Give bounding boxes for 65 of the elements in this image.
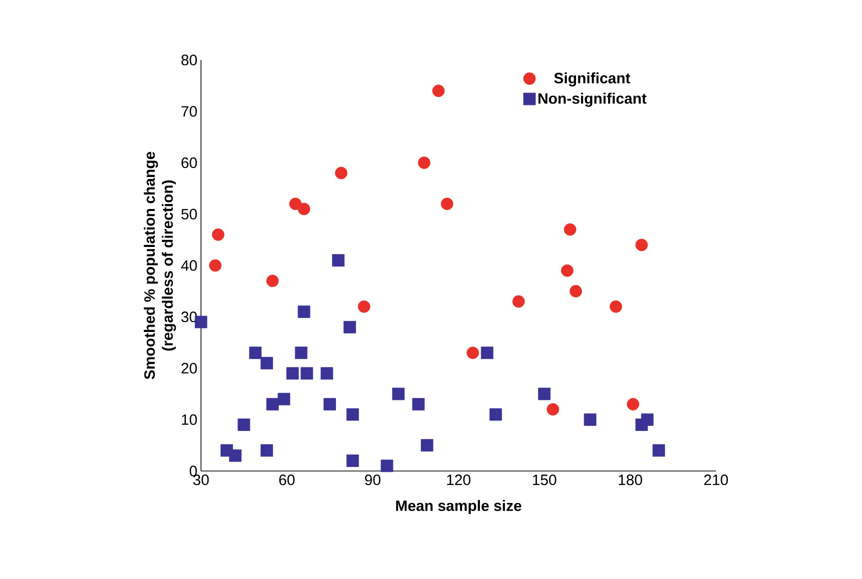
legend-label: Non-significant [538, 92, 646, 107]
point [346, 408, 359, 421]
point [260, 356, 274, 370]
point [570, 284, 582, 298]
y-tick-label: 70 [182, 106, 197, 117]
y-tick-label: 80 [181, 54, 197, 66]
x-tick-label: 150 [532, 474, 556, 486]
point [229, 449, 242, 462]
point [652, 444, 665, 457]
point [332, 254, 345, 267]
point [238, 418, 250, 431]
legend-label: Significant [554, 72, 630, 86]
point [564, 223, 576, 236]
point [298, 202, 310, 216]
point [286, 367, 299, 380]
point [432, 84, 445, 98]
point [300, 367, 314, 380]
point [266, 398, 279, 410]
point [212, 228, 224, 241]
y-tick-label: 10 [182, 414, 197, 425]
point [324, 398, 336, 410]
point [420, 439, 434, 452]
y-axis-title: Smoothed % population change (regardless of direction) [144, 152, 176, 380]
y-tick-label: 20 [182, 362, 197, 374]
point [380, 460, 394, 472]
point [278, 392, 290, 406]
x-tick-label: 60 [279, 474, 295, 486]
point [635, 238, 648, 252]
point [335, 166, 348, 180]
point [641, 413, 654, 426]
point [289, 198, 302, 210]
point [440, 198, 454, 210]
point [418, 156, 430, 169]
point [298, 306, 310, 318]
y-tick-label: 0 [190, 466, 197, 476]
point [538, 388, 551, 400]
point [546, 403, 560, 416]
point [466, 346, 480, 360]
point [561, 264, 574, 277]
point [512, 295, 525, 308]
y-tick-label: 60 [182, 157, 197, 168]
point [412, 398, 425, 410]
x-tick-label: 210 [704, 474, 728, 486]
x-tick-label: 120 [447, 474, 470, 486]
point [209, 259, 222, 272]
point [358, 300, 370, 313]
point [346, 454, 359, 467]
y-tick-label: 50 [181, 208, 197, 220]
point [584, 413, 596, 426]
y-tick-label: 40 [181, 260, 197, 271]
point [266, 274, 279, 288]
point [392, 388, 405, 400]
x-tick-label: 30 [193, 474, 209, 486]
point [626, 398, 640, 410]
x-axis-title: Mean sample size [396, 500, 522, 514]
point [249, 346, 262, 360]
point [489, 408, 502, 421]
point [260, 444, 274, 457]
point [610, 300, 622, 313]
point [320, 367, 334, 380]
point [480, 346, 494, 360]
point [344, 320, 356, 334]
x-tick-label: 90 [365, 474, 380, 486]
point [294, 346, 308, 360]
x-tick-label: 180 [618, 474, 642, 486]
